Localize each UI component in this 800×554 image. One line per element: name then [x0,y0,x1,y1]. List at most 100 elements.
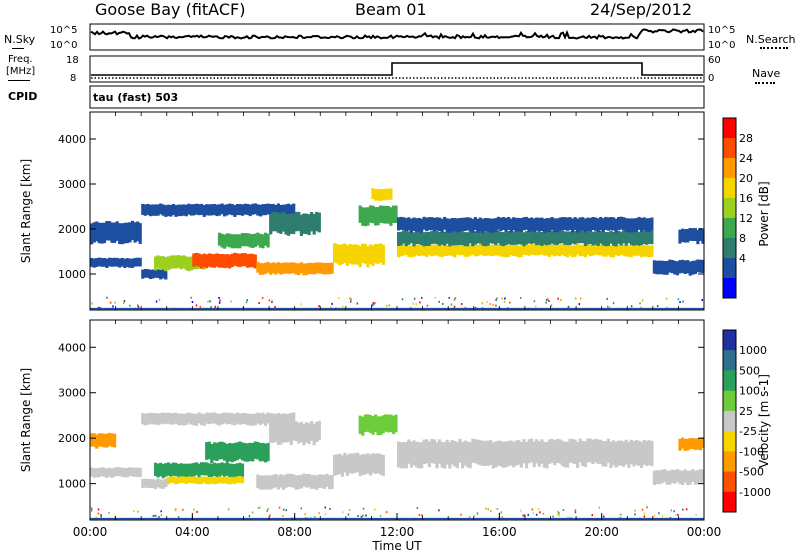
velocity-cell-58 [187,412,191,424]
power-cell-132 [197,253,201,267]
power-cell-353 [614,244,618,256]
velocity-cell-189 [240,476,245,484]
velocity-cell-296 [450,439,454,465]
power-speck-29 [106,296,108,299]
velocity-cell-185 [230,476,234,484]
power-cell-511 [507,217,511,230]
power-cell-48 [161,269,165,279]
power-cell-202 [325,262,329,275]
power-cell-91 [246,203,250,215]
power-cell-339 [578,244,582,257]
velocity-cell-286 [425,439,429,464]
power-cell-211 [284,213,288,235]
power-cell-549 [604,216,608,230]
power-cell-16 [130,258,135,268]
power-cell-372 [407,231,411,245]
velocity-cell-18 [110,468,114,478]
power-cell-551 [609,217,613,230]
power-cell-290 [453,245,457,258]
velocity-speck-37 [266,509,268,512]
power-cell-214 [292,213,296,235]
power-cell-113 [161,256,165,270]
power-speck-82 [210,306,212,309]
velocity-speck-12 [562,508,565,511]
velocity-cell-186 [233,477,237,485]
power-cell-143 [225,254,229,268]
velocity-cell-134 [240,463,245,478]
power-cell-374 [412,232,416,247]
velocity-speck-28 [646,506,648,509]
power-cell-323 [537,244,541,256]
velocity-cell-215 [320,474,324,488]
power-cell-322 [535,244,539,256]
power-cell-121 [182,255,186,269]
velocity-cell-380 [665,470,669,485]
velocity-speck-116 [421,514,423,517]
power-cell-206 [271,211,275,232]
velocity-cell-340 [563,441,567,468]
velocity-colorbar-swatch-7 [723,471,736,493]
velocity-speck-44 [137,510,139,513]
velocity-cell-157 [261,442,265,462]
velocity-cell-375 [652,470,656,485]
velocity-cell-200 [281,475,286,490]
power-speck-90 [496,297,498,300]
velocity-cell-151 [246,443,250,462]
power-cell-85 [230,204,234,216]
power-cell-158 [225,233,229,247]
power-speck-88 [274,305,276,308]
velocity-cell-250 [358,455,362,477]
power-cell-15 [128,258,132,268]
velocity-speck-118 [574,511,577,514]
power-cell-493 [461,217,465,232]
velocity-cell-252 [363,454,367,475]
velocity-speck-119 [160,514,162,517]
power-cell-242 [376,244,380,264]
power-cell-377 [420,231,424,245]
power-cell-414 [514,231,518,245]
velocity-speck-16 [438,509,440,512]
velocity-cell-83 [251,413,255,426]
power-cell-411 [507,231,511,245]
velocity-speck-88 [658,512,660,515]
velocity-ytick-label-0: 1000 [58,478,86,491]
power-cell-282 [432,244,436,256]
velocity-cell-70 [217,413,222,426]
velocity-cell-188 [238,476,242,483]
velocity-cell-382 [670,469,674,483]
velocity-cell-289 [432,439,436,464]
velocity-cell-166 [182,476,186,483]
power-cell-268 [397,245,401,258]
velocity-cell-249 [356,452,360,473]
power-cell-383 [435,230,439,245]
power-cell-100 [269,204,273,216]
velocity-cell-156 [258,443,262,462]
velocity-cell-346 [578,438,582,463]
velocity-cell-358 [609,441,613,468]
power-cell-350 [606,244,610,256]
xtick-label-5: 20:00 [584,525,619,539]
power-cell-527 [547,218,552,232]
power-cell-313 [512,244,516,257]
velocity-cell-344 [573,439,577,464]
power-cell-355 [619,244,623,255]
velocity-speck-74 [97,508,100,511]
power-cell-516 [519,218,523,232]
velocity-cell-374 [650,440,654,467]
power-cell-261 [374,189,378,201]
velocity-cell-339 [560,440,564,466]
power-cell-134 [202,253,206,267]
velocity-cell-195 [269,475,273,490]
velocity-cell-402 [696,438,700,450]
velocity-cell-180 [217,476,222,483]
power-cell-184 [279,263,283,275]
power-cell-472 [407,217,411,231]
power-cell-575 [670,260,674,274]
power-cell-67 [184,204,188,217]
velocity-speck-9 [557,510,559,513]
power-cell-166 [246,233,250,247]
velocity-speck-25 [695,514,697,516]
power-cell-123 [187,257,191,272]
power-cell-244 [381,244,385,265]
power-speck-36 [158,298,161,301]
